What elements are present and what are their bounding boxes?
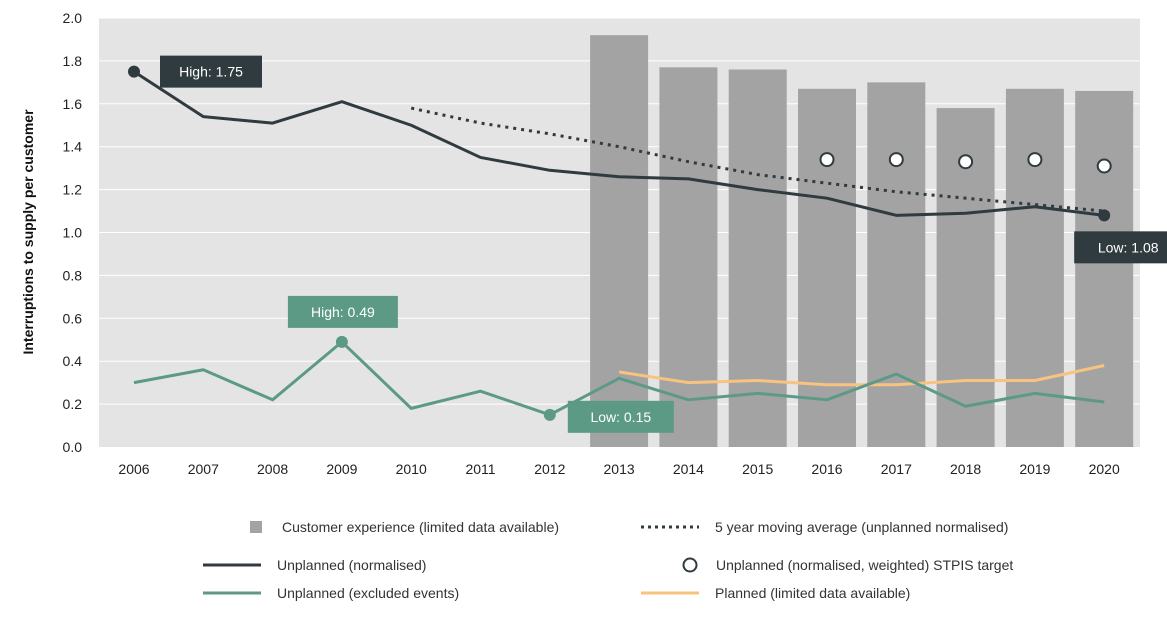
y-tick-label: 1.8 <box>63 53 83 69</box>
x-tick-label: 2011 <box>465 461 495 477</box>
y-ticks: 0.0 0.2 0.4 0.6 0.8 1.0 1.2 1.4 1.6 1.8 2.0 <box>63 10 83 455</box>
line-planned <box>618 364 1105 387</box>
legend-label: Unplanned (excluded events) <box>277 585 459 601</box>
x-tick-label: 2020 <box>1089 461 1120 477</box>
y-tick-label: 1.0 <box>63 225 83 241</box>
legend: Customer experience (limited data availa… <box>203 519 1013 601</box>
x-tick-label: 2014 <box>673 461 704 477</box>
x-tick-label: 2015 <box>742 461 773 477</box>
y-tick-label: 1.4 <box>63 139 83 155</box>
annotation-point <box>128 65 140 78</box>
annotation-point <box>1098 209 1111 222</box>
x-tick-label: 2010 <box>396 461 427 477</box>
stpis-target-marker <box>958 154 974 170</box>
annotation-point <box>335 335 348 348</box>
line-unplanned-normalised <box>133 70 1105 217</box>
bar-customer-experience <box>728 69 787 447</box>
annotation-box <box>1074 231 1167 264</box>
legend-label: 5 year moving average (unplanned normali… <box>715 519 1008 535</box>
bar-customer-experience <box>867 82 926 447</box>
line-moving-average <box>410 106 1105 213</box>
line-unplanned-excluded <box>133 340 1105 417</box>
annotation-label: Low: 1.08 <box>1098 239 1159 255</box>
x-tick-label: 2016 <box>811 461 842 477</box>
annotation-box <box>567 400 674 433</box>
legend-label: Unplanned (normalised, weighted) STPIS t… <box>716 557 1013 573</box>
x-tick-label: 2006 <box>118 461 149 477</box>
bar-customer-experience <box>1075 90 1134 448</box>
y-tick-label: 0.2 <box>63 396 83 412</box>
stpis-target-marker <box>1027 152 1043 168</box>
y-tick-label: 0.0 <box>63 439 83 455</box>
legend-label: Planned (limited data available) <box>715 585 910 601</box>
y-tick-label: 2.0 <box>63 10 83 26</box>
stpis-target-marker <box>819 152 835 168</box>
legend-swatch-bar <box>250 521 262 533</box>
stpis-target-marker <box>1096 158 1112 174</box>
y-tick-label: 1.6 <box>63 96 83 112</box>
y-tick-label: 0.8 <box>63 267 83 283</box>
y-tick-label: 0.6 <box>63 310 83 326</box>
y-tick-label: 0.4 <box>63 353 83 369</box>
annotation-label: High: 0.49 <box>311 304 375 320</box>
legend-label: Customer experience (limited data availa… <box>282 519 559 535</box>
annotation-box <box>160 55 262 88</box>
y-axis-label: Interruptions to supply per customer <box>20 109 36 355</box>
x-tick-label: 2019 <box>1019 461 1050 477</box>
bar-customer-experience <box>1005 88 1064 447</box>
annotation-point <box>543 408 556 421</box>
x-tick-label: 2009 <box>326 461 357 477</box>
x-tick-label: 2017 <box>881 461 912 477</box>
annotation-box <box>287 295 398 328</box>
x-tick-label: 2013 <box>604 461 635 477</box>
legend-swatch-marker <box>682 557 698 573</box>
y-tick-label: 1.2 <box>63 182 83 198</box>
x-tick-label: 2018 <box>950 461 981 477</box>
legend-label: Unplanned (normalised) <box>277 557 426 573</box>
bar-customer-experience <box>659 67 718 448</box>
x-tick-label: 2007 <box>188 461 219 477</box>
x-tick-label: 2008 <box>257 461 288 477</box>
stpis-target-marker <box>888 152 904 168</box>
x-ticks: 2006 2007 2008 2009 2010 2011 2012 2013 2014 2015… <box>118 461 1120 477</box>
x-tick-label: 2012 <box>534 461 565 477</box>
annotation-label: High: 1.75 <box>179 64 243 80</box>
plot-area: High: 1.75 Low: 1.08 High: 0.49 Low: 0.15 <box>99 17 1167 448</box>
bar-customer-experience <box>798 88 856 447</box>
annotation-label: Low: 0.15 <box>590 409 651 425</box>
